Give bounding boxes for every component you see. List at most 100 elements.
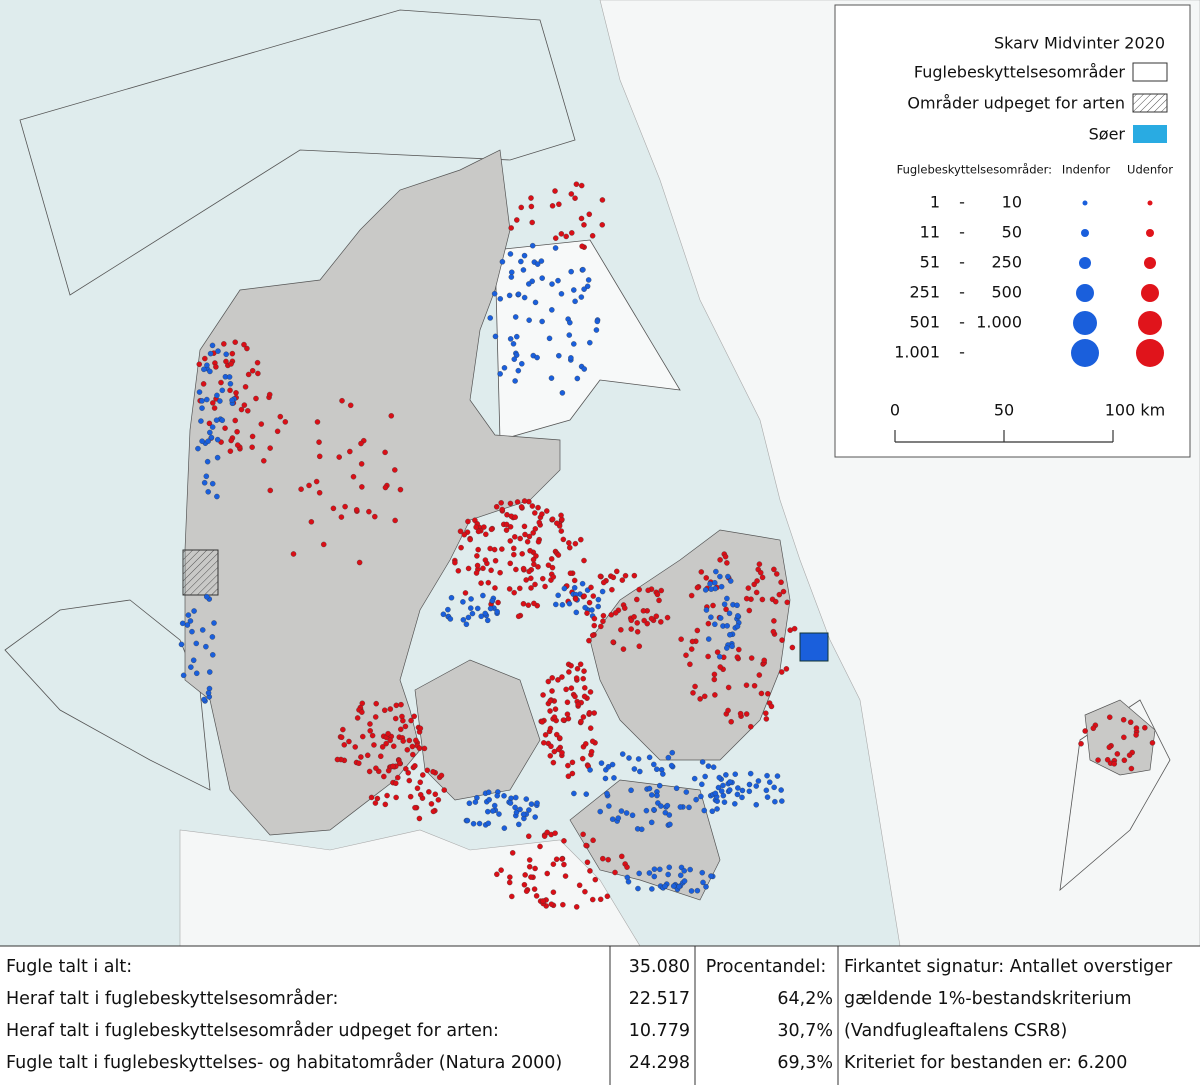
dot xyxy=(274,428,281,435)
dot xyxy=(571,287,577,293)
dot xyxy=(536,519,543,526)
dot xyxy=(228,437,234,444)
dot xyxy=(358,461,365,467)
dot xyxy=(576,882,583,888)
dot xyxy=(581,557,587,564)
table-cell: 30,7% xyxy=(777,1021,833,1041)
dot xyxy=(523,888,530,894)
legend-swatch xyxy=(1132,62,1168,82)
dot xyxy=(550,861,557,867)
dot xyxy=(739,787,746,794)
dot xyxy=(691,775,698,782)
dot xyxy=(542,732,549,738)
dot xyxy=(532,526,539,532)
dot xyxy=(610,639,616,645)
class-from: 251 xyxy=(909,283,940,302)
dot xyxy=(371,742,377,748)
dot xyxy=(379,744,386,750)
dot xyxy=(676,883,682,890)
dot xyxy=(420,772,426,778)
dot xyxy=(207,368,213,375)
dot xyxy=(549,564,556,571)
dot xyxy=(558,528,565,534)
dot xyxy=(572,693,578,700)
dot xyxy=(703,575,710,581)
dot xyxy=(526,317,532,323)
dot xyxy=(645,587,651,594)
dot xyxy=(485,808,491,815)
dot xyxy=(778,787,784,793)
dot xyxy=(354,715,361,721)
dot xyxy=(217,398,223,404)
dot xyxy=(201,696,207,703)
dot xyxy=(201,480,208,486)
dot xyxy=(387,737,393,744)
dot xyxy=(316,489,323,496)
dot xyxy=(743,595,750,602)
dot xyxy=(408,717,414,724)
dot xyxy=(468,596,474,602)
dot xyxy=(219,417,226,423)
dot xyxy=(734,623,741,630)
dot xyxy=(555,592,561,599)
dot xyxy=(412,804,418,811)
dot xyxy=(635,885,641,892)
dot xyxy=(587,767,593,773)
dot xyxy=(404,747,411,753)
dot xyxy=(694,887,701,894)
dot xyxy=(723,606,729,613)
dot xyxy=(511,356,518,362)
dot xyxy=(395,774,401,781)
dot xyxy=(358,754,364,760)
dot xyxy=(585,277,592,283)
dot xyxy=(586,211,593,218)
dot xyxy=(677,804,684,810)
dot xyxy=(393,780,399,786)
dot xyxy=(668,762,675,769)
dot xyxy=(697,696,703,702)
dot xyxy=(416,745,423,752)
dot xyxy=(202,355,208,362)
dot xyxy=(513,809,520,816)
dot xyxy=(406,777,413,784)
dot xyxy=(229,350,236,357)
dot xyxy=(579,243,585,250)
legend-dot xyxy=(1147,200,1153,206)
dot xyxy=(725,684,732,691)
dot xyxy=(555,277,561,284)
dot xyxy=(199,627,206,633)
dot xyxy=(1104,757,1111,763)
dot xyxy=(518,204,524,211)
dot xyxy=(578,536,584,543)
protected-area xyxy=(19,9,576,296)
dot xyxy=(751,683,758,689)
dot xyxy=(405,770,411,776)
dot xyxy=(599,197,606,203)
dot xyxy=(494,793,501,799)
dot xyxy=(634,620,640,626)
dot xyxy=(223,358,229,365)
dot xyxy=(578,718,584,725)
class-sep: - xyxy=(959,283,965,302)
dot xyxy=(188,664,194,670)
dot xyxy=(191,608,197,614)
dot xyxy=(558,231,565,237)
dot xyxy=(558,291,565,297)
dot xyxy=(360,733,366,740)
dot xyxy=(366,768,373,775)
dot xyxy=(581,693,588,700)
dot xyxy=(547,708,553,714)
dot xyxy=(690,690,696,696)
dot xyxy=(572,195,578,201)
dot xyxy=(209,480,216,487)
legend-label: Områder udpeget for arten xyxy=(907,94,1125,113)
dot xyxy=(474,605,481,612)
dot xyxy=(746,788,753,795)
dot xyxy=(571,341,577,347)
dot xyxy=(1106,744,1113,750)
dot xyxy=(417,779,423,785)
dot xyxy=(636,586,642,593)
class-to: 500 xyxy=(991,283,1022,302)
dot xyxy=(687,866,693,873)
dot xyxy=(517,535,523,542)
